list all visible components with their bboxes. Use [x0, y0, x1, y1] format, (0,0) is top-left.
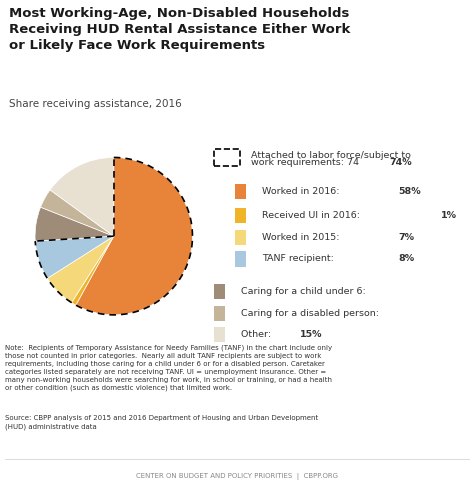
Text: Received UI in 2016:: Received UI in 2016:: [262, 211, 363, 220]
FancyBboxPatch shape: [235, 208, 246, 223]
Text: TANF recipient:: TANF recipient:: [262, 254, 337, 264]
Text: Share receiving assistance, 2016: Share receiving assistance, 2016: [9, 99, 182, 109]
Wedge shape: [41, 190, 114, 236]
FancyBboxPatch shape: [235, 230, 246, 245]
Text: Attached to labor force/subject to: Attached to labor force/subject to: [251, 151, 411, 160]
Text: 58%: 58%: [398, 187, 421, 196]
Text: 74%: 74%: [389, 158, 412, 167]
Text: Caring for a disabled person:: Caring for a disabled person:: [241, 308, 382, 318]
Wedge shape: [35, 236, 114, 278]
Text: Note:  Recipients of Temporary Assistance for Needy Families (TANF) in the chart: Note: Recipients of Temporary Assistance…: [5, 344, 332, 392]
Text: 1%: 1%: [440, 211, 456, 220]
Text: 15%: 15%: [301, 330, 323, 339]
Text: work requirements: 74: work requirements: 74: [251, 158, 359, 167]
Text: Source: CBPP analysis of 2015 and 2016 Department of Housing and Urban Developme: Source: CBPP analysis of 2015 and 2016 D…: [5, 415, 318, 430]
Text: 7%: 7%: [398, 233, 414, 242]
Wedge shape: [47, 236, 114, 303]
Text: Other:: Other:: [241, 330, 274, 339]
Text: Worked in 2015:: Worked in 2015:: [262, 233, 343, 242]
FancyBboxPatch shape: [214, 327, 225, 342]
Text: Most Working-Age, Non-Disabled Households
Receiving HUD Rental Assistance Either: Most Working-Age, Non-Disabled Household…: [9, 7, 351, 52]
FancyBboxPatch shape: [214, 306, 225, 321]
FancyBboxPatch shape: [235, 184, 246, 199]
Text: CENTER ON BUDGET AND POLICY PRIORITIES  |  CBPP.ORG: CENTER ON BUDGET AND POLICY PRIORITIES |…: [136, 473, 338, 480]
Wedge shape: [76, 157, 192, 315]
Text: Worked in 2016:: Worked in 2016:: [262, 187, 343, 196]
Wedge shape: [50, 157, 114, 236]
Text: Caring for a child under 6:: Caring for a child under 6:: [241, 287, 369, 296]
Wedge shape: [35, 207, 114, 241]
Wedge shape: [72, 236, 114, 305]
FancyBboxPatch shape: [214, 284, 225, 299]
Text: 8%: 8%: [398, 254, 414, 264]
FancyBboxPatch shape: [235, 251, 246, 267]
